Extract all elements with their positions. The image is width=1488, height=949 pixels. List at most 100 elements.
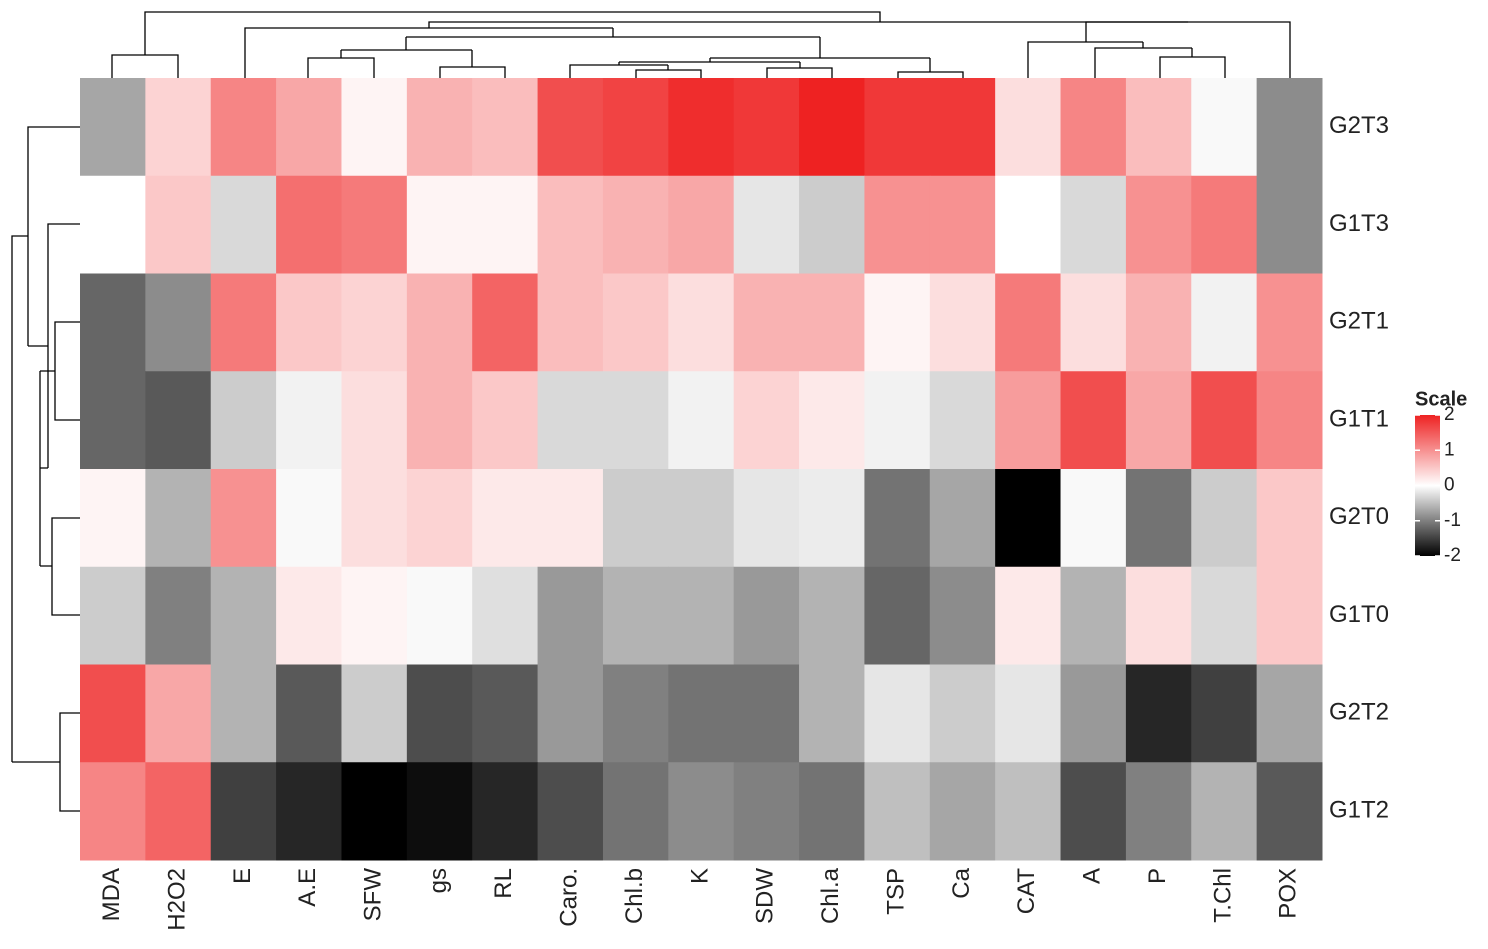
heatmap-cell [341, 566, 408, 665]
heatmap-cell [799, 78, 865, 177]
heatmap-cell [733, 175, 800, 274]
heatmap-cell [80, 566, 146, 665]
row-label: G2T2 [1329, 699, 1389, 726]
heatmap-cell [1060, 175, 1127, 274]
heatmap-cell [864, 762, 931, 861]
heatmap-cell [799, 664, 865, 763]
heatmap-cell [276, 664, 342, 763]
heatmap-cell [799, 762, 865, 861]
heatmap-cell [210, 371, 277, 470]
heatmap-cell [602, 566, 669, 665]
heatmap-cell [145, 273, 212, 372]
heatmap-cell [406, 371, 473, 470]
heatmap-cell [929, 469, 996, 568]
heatmap-cell [341, 78, 408, 177]
colorbar-tick-label: 0 [1444, 475, 1455, 496]
column-label: Chl.b [621, 868, 648, 924]
colorbar-tick-label: 1 [1444, 439, 1455, 460]
heatmap-cell [1191, 273, 1258, 372]
heatmap-cell [80, 78, 146, 177]
heatmap-cell [145, 566, 212, 665]
heatmap-cell [406, 78, 473, 177]
column-label: TSP [882, 868, 909, 915]
heatmap-cell [1256, 469, 1323, 568]
column-label: Caro. [556, 868, 583, 927]
heatmap-cell [80, 469, 146, 568]
heatmap-cell [995, 469, 1062, 568]
heatmap-cell [995, 175, 1062, 274]
heatmap-cell [210, 469, 277, 568]
heatmap-cell [472, 664, 539, 763]
heatmap-cell [864, 78, 931, 177]
heatmap-cell [80, 762, 146, 861]
heatmap-cell [145, 371, 212, 470]
heatmap-cell [145, 664, 212, 763]
heatmap-cell [733, 273, 800, 372]
heatmap-cell [799, 175, 865, 274]
heatmap-cell [276, 78, 342, 177]
heatmap-cell [1191, 469, 1258, 568]
heatmap-cell [995, 371, 1062, 470]
row-label: G1T2 [1329, 796, 1389, 823]
heatmap-cell [276, 175, 342, 274]
column-label: MDA [98, 868, 125, 921]
heatmap-cell [995, 762, 1062, 861]
heatmap-cell [1125, 78, 1192, 177]
heatmap-cell [1256, 664, 1323, 763]
heatmap-cell [1256, 78, 1323, 177]
heatmap-cell [1125, 175, 1192, 274]
heatmap-cell [602, 664, 669, 763]
heatmap-cell [1191, 371, 1258, 470]
heatmap-cell [668, 566, 735, 665]
heatmap-cell [341, 273, 408, 372]
column-label: gs [425, 868, 452, 893]
heatmap-cell [733, 469, 800, 568]
heatmap-cell [145, 175, 212, 274]
heatmap-cell [1256, 273, 1323, 372]
heatmap-cell [80, 175, 146, 274]
column-label: Chl.a [817, 867, 844, 924]
heatmap-cell [929, 78, 996, 177]
row-label: G1T3 [1329, 210, 1389, 237]
heatmap-cell [1060, 78, 1127, 177]
heatmap-cell [733, 762, 800, 861]
heatmap-cell [537, 469, 604, 568]
colorbar-tick-label: 2 [1444, 404, 1455, 425]
heatmap-cell [1125, 566, 1192, 665]
heatmap-cell [1256, 371, 1323, 470]
heatmap-cell [864, 273, 931, 372]
heatmap-cell [864, 175, 931, 274]
heatmap-cell [472, 78, 539, 177]
heatmap-cell [537, 762, 604, 861]
heatmap-cell [537, 566, 604, 665]
heatmap-cell [406, 175, 473, 274]
heatmap-cell [276, 469, 342, 568]
heatmap-cell [995, 566, 1062, 665]
heatmap-cell [995, 78, 1062, 177]
heatmap-cell [668, 664, 735, 763]
heatmap-cell [537, 78, 604, 177]
column-label: H2O2 [163, 868, 190, 931]
heatmap-cell [276, 762, 342, 861]
row-label: G1T1 [1329, 405, 1389, 432]
column-label: Ca [948, 867, 975, 898]
heatmap-cell [472, 273, 539, 372]
heatmap-cell [799, 273, 865, 372]
heatmap-cell [799, 566, 865, 665]
heatmap-cell [472, 469, 539, 568]
heatmap-cell [1060, 664, 1127, 763]
heatmap-cell [733, 78, 800, 177]
heatmap-cell [406, 664, 473, 763]
column-label: SFW [360, 868, 387, 922]
heatmap-cell [799, 469, 865, 568]
row-label: G2T1 [1329, 308, 1389, 335]
heatmap-cell [406, 762, 473, 861]
heatmap-cell [341, 175, 408, 274]
heatmap-cell [602, 78, 669, 177]
heatmap-cell [1060, 371, 1127, 470]
row-label: G1T0 [1329, 601, 1389, 628]
heatmap-cell [80, 273, 146, 372]
heatmap-cell [1256, 566, 1323, 665]
heatmap-cell [929, 175, 996, 274]
heatmap-cell [537, 371, 604, 470]
